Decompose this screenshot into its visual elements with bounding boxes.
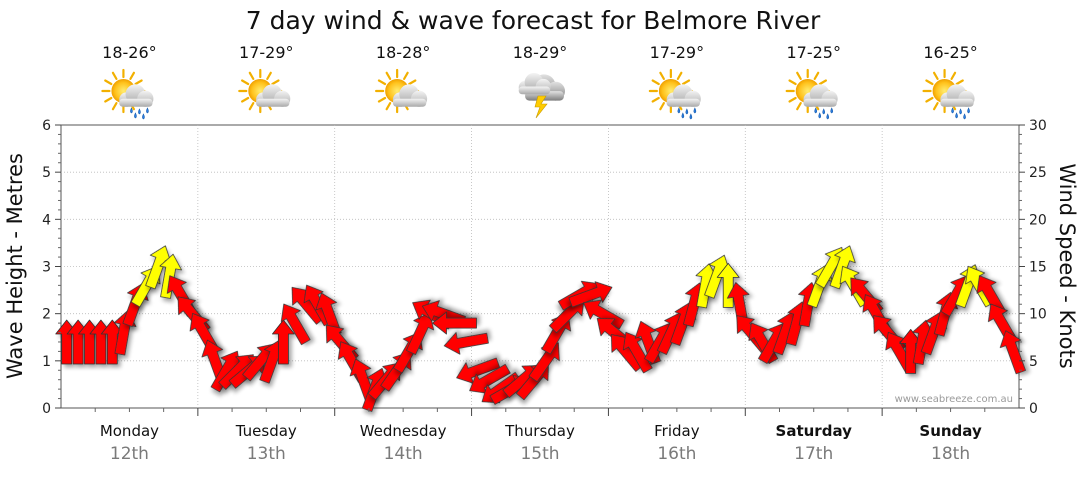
left-tick-label: 5 — [42, 165, 51, 181]
day-name-label: Wednesday — [360, 422, 447, 440]
right-tick-label: 30 — [1029, 118, 1047, 134]
day-name-label: Friday — [654, 422, 700, 440]
left-tick-label: 0 — [42, 401, 51, 417]
wind-arrow — [271, 319, 295, 365]
sun-cloud-rain-icon — [101, 68, 154, 120]
rain-drops — [677, 107, 697, 120]
day-temperature: 17-29° — [650, 43, 705, 62]
left-axis-title: Wave Height - Metres — [3, 153, 27, 379]
wind-arrow — [406, 312, 435, 355]
rain-drops — [951, 107, 970, 120]
sun-cloud-rain-icon — [648, 68, 701, 120]
day-date-label: 12th — [110, 444, 149, 464]
cloud-shape — [392, 84, 428, 107]
day-temperature: 18-28° — [376, 43, 431, 62]
day-date-label: 18th — [931, 444, 970, 464]
day-name-label: Monday — [100, 422, 159, 440]
lightning-bolt — [534, 95, 548, 119]
sun-cloud-rain-icon — [785, 68, 838, 120]
wind-arrow — [583, 299, 625, 330]
day-name-label: Tuesday — [235, 422, 297, 440]
left-tick-label: 6 — [42, 118, 51, 134]
plot-area — [55, 124, 1026, 412]
day-labels: Monday 12th Tuesday 13th Wednesday 14th Thursd… — [94, 408, 986, 464]
cloud-shape — [666, 84, 701, 107]
day-date-label: 15th — [520, 444, 559, 464]
wind-arrow — [622, 331, 653, 374]
weather-row: 18-26° 17-29° 18-28° 18-29° 17-29° 17-25° 16-2… — [101, 43, 978, 120]
day-name-label: Sunday — [919, 422, 982, 440]
wind-arrow — [716, 262, 740, 308]
cloud-shape — [256, 84, 291, 107]
day-name-label: Thursday — [504, 422, 575, 440]
rain-drops — [814, 107, 834, 120]
wind-arrow — [443, 332, 489, 355]
day-temperature: 17-25° — [786, 43, 841, 62]
storm-cloud-icon — [518, 72, 565, 119]
wind-arrow — [999, 330, 1026, 375]
left-tick-label: 3 — [42, 260, 51, 276]
day-date-label: 17th — [794, 444, 833, 464]
wind-arrows — [55, 245, 1026, 412]
sun-cloud-icon — [238, 68, 291, 114]
day-date-label: 14th — [384, 444, 423, 464]
watermark: www.seabreeze.com.au — [895, 394, 1013, 405]
right-tick-label: 20 — [1029, 212, 1047, 228]
day-temperature: 17-29° — [239, 43, 294, 62]
right-tick-label: 10 — [1029, 307, 1047, 323]
left-tick-label: 1 — [42, 354, 51, 370]
right-tick-label: 15 — [1029, 260, 1047, 276]
cloud-shape — [803, 84, 838, 107]
right-axis-title: Wind Speed - Knots — [1055, 163, 1079, 368]
left-axis-ticks: 0 1 2 3 4 5 6 — [42, 118, 61, 417]
day-name-label: Saturday — [776, 422, 853, 440]
day-temperature: 18-26° — [102, 43, 157, 62]
sun-cloud-rain-icon — [922, 68, 975, 120]
right-tick-label: 5 — [1029, 354, 1038, 370]
chart-title: 7 day wind & wave forecast for Belmore R… — [246, 6, 821, 35]
left-tick-label: 2 — [42, 307, 51, 323]
right-axis-ticks: 0 5 10 15 20 25 30 — [1019, 118, 1047, 417]
right-tick-label: 0 — [1029, 401, 1038, 417]
rain-drops — [130, 107, 149, 120]
cloud-shape — [119, 84, 154, 107]
day-date-label: 16th — [657, 444, 696, 464]
day-temperature: 16-25° — [923, 43, 978, 62]
cloud-shape — [940, 84, 975, 107]
cloud-shape — [518, 72, 551, 95]
right-tick-label: 25 — [1029, 165, 1047, 181]
wind-arrow — [280, 303, 311, 346]
day-temperature: 18-29° — [513, 43, 568, 62]
left-tick-label: 4 — [42, 212, 51, 228]
sun-cloud-icon — [375, 68, 428, 114]
wind-arrow — [568, 281, 613, 308]
day-date-label: 13th — [247, 444, 286, 464]
wind-arrow — [432, 311, 477, 335]
